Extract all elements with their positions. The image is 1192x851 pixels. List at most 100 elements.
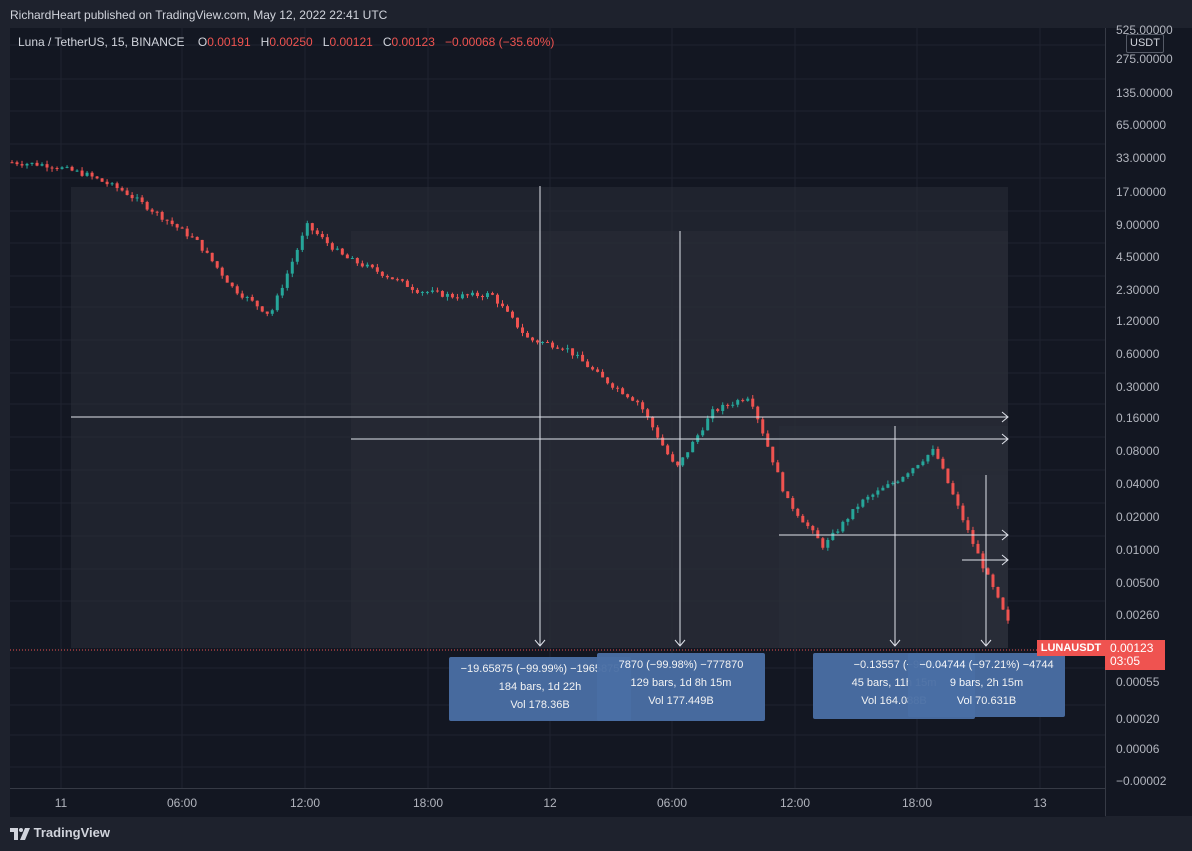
candle-body bbox=[921, 461, 925, 466]
candle-body bbox=[546, 342, 550, 344]
candle-body bbox=[726, 404, 730, 406]
candle-body bbox=[586, 361, 590, 368]
candle-body bbox=[691, 441, 695, 453]
chart-canvas[interactable] bbox=[10, 28, 1105, 788]
price-axis-label: 65.00000 bbox=[1116, 118, 1167, 132]
candle-body bbox=[455, 297, 459, 299]
footer-brand[interactable]: TradingView bbox=[10, 825, 110, 840]
candle-body bbox=[641, 402, 645, 410]
candle-body bbox=[556, 347, 560, 349]
candle-body bbox=[170, 220, 174, 225]
candle-body bbox=[941, 458, 945, 469]
time-axis-label: 12:00 bbox=[289, 796, 321, 810]
candle-body bbox=[150, 209, 154, 212]
candle-body bbox=[285, 273, 289, 288]
candle-body bbox=[70, 166, 74, 171]
candle-body bbox=[926, 454, 930, 462]
candle-body bbox=[35, 162, 39, 166]
measure-arrow-head bbox=[1001, 433, 1009, 445]
candle-body bbox=[275, 295, 279, 311]
candle-body bbox=[75, 170, 79, 172]
price-axis-label: 0.16000 bbox=[1116, 411, 1160, 425]
candle-body bbox=[971, 530, 975, 544]
candle-body bbox=[851, 509, 855, 520]
time-axis[interactable]: 11 06:00 12:00 18:00 12 06:00 12:00 18:00 13 bbox=[10, 788, 1105, 817]
candle-body bbox=[821, 538, 825, 548]
candle-body bbox=[490, 293, 494, 295]
candle-body bbox=[100, 178, 104, 182]
candle-body bbox=[681, 457, 685, 466]
candle-body bbox=[676, 461, 680, 466]
candle-body bbox=[125, 190, 129, 195]
candle-body bbox=[335, 248, 339, 250]
candle-body bbox=[756, 406, 760, 420]
legend-open-label: O bbox=[197, 35, 208, 49]
candle-body bbox=[731, 404, 735, 406]
candle-body bbox=[616, 387, 620, 389]
candle-body bbox=[581, 354, 585, 362]
candle-body bbox=[350, 257, 354, 259]
price-axis[interactable]: USDT 525.00000 275.00000 135.00000 65.00000… bbox=[1105, 23, 1192, 816]
candle-body bbox=[951, 483, 955, 495]
candle-body bbox=[891, 482, 895, 485]
chart-pane[interactable]: Luna / TetherUS, 15, BINANCE O0.00191 H0… bbox=[10, 28, 1105, 816]
candle-body bbox=[15, 162, 19, 165]
candle-body bbox=[656, 427, 660, 438]
publish-info: RichardHeart published on TradingView.co… bbox=[10, 8, 388, 22]
candle-body bbox=[626, 394, 630, 398]
candle-body bbox=[966, 520, 970, 531]
candle-body bbox=[776, 462, 780, 473]
time-axis-label: 18:00 bbox=[901, 796, 933, 810]
candle-body bbox=[666, 445, 670, 455]
last-price-tag: 0.00123 03:05 bbox=[1105, 640, 1165, 670]
currency-selector[interactable]: USDT bbox=[1126, 34, 1164, 53]
candle-body bbox=[95, 176, 99, 179]
candle-body bbox=[265, 311, 269, 314]
candle-body bbox=[240, 293, 244, 298]
candle-body bbox=[430, 290, 434, 292]
price-axis-label: 525.00000 bbox=[1116, 23, 1173, 37]
candle-body bbox=[505, 306, 509, 312]
measure-volume: Vol 70.631B bbox=[956, 695, 1017, 707]
candle-body bbox=[425, 291, 429, 293]
candle-body bbox=[55, 168, 59, 170]
candle-body bbox=[400, 279, 404, 281]
legend-high-label: H bbox=[260, 35, 270, 49]
candle-body bbox=[786, 491, 790, 499]
measure-box[interactable]: −0.04744 (−97.21%) −4744 9 bars, 2h 15m … bbox=[908, 653, 1065, 717]
candle-body bbox=[591, 367, 595, 370]
candle-body bbox=[160, 212, 164, 220]
price-axis-label: 0.00006 bbox=[1116, 742, 1160, 756]
candle-body bbox=[826, 539, 830, 548]
candle-body bbox=[500, 303, 504, 307]
measure-bars: 184 bars, 1d 22h bbox=[498, 681, 582, 693]
candle-body bbox=[405, 280, 409, 287]
candle-body bbox=[325, 237, 329, 244]
candle-body bbox=[861, 499, 865, 507]
candle-body bbox=[105, 181, 109, 185]
candle-body bbox=[906, 473, 910, 477]
candle-body bbox=[526, 332, 530, 338]
measure-box[interactable]: 7870 (−99.98%) −777870 129 bars, 1d 8h 1… bbox=[597, 653, 765, 721]
candle-body bbox=[260, 306, 264, 312]
candle-body bbox=[30, 162, 34, 164]
candle-body bbox=[596, 369, 600, 372]
measure-volume: Vol 178.36B bbox=[510, 699, 570, 711]
candle-body bbox=[911, 468, 915, 474]
candle-body bbox=[155, 211, 159, 213]
candle-body bbox=[936, 448, 940, 459]
candle-body bbox=[345, 254, 349, 259]
price-axis-label: 33.00000 bbox=[1116, 151, 1167, 165]
price-axis-label: 0.02000 bbox=[1116, 510, 1160, 524]
candle-body bbox=[901, 476, 905, 482]
candle-body bbox=[315, 230, 319, 235]
candle-body bbox=[410, 286, 414, 290]
measure-arrow-head bbox=[1001, 411, 1009, 423]
candle-body bbox=[120, 188, 124, 191]
price-axis-label: 0.00260 bbox=[1116, 608, 1160, 622]
measure-arrow-head bbox=[534, 639, 546, 647]
candle-body bbox=[235, 286, 239, 294]
candle-body bbox=[961, 505, 965, 521]
candle-body bbox=[305, 223, 309, 236]
candle-body bbox=[485, 293, 489, 298]
